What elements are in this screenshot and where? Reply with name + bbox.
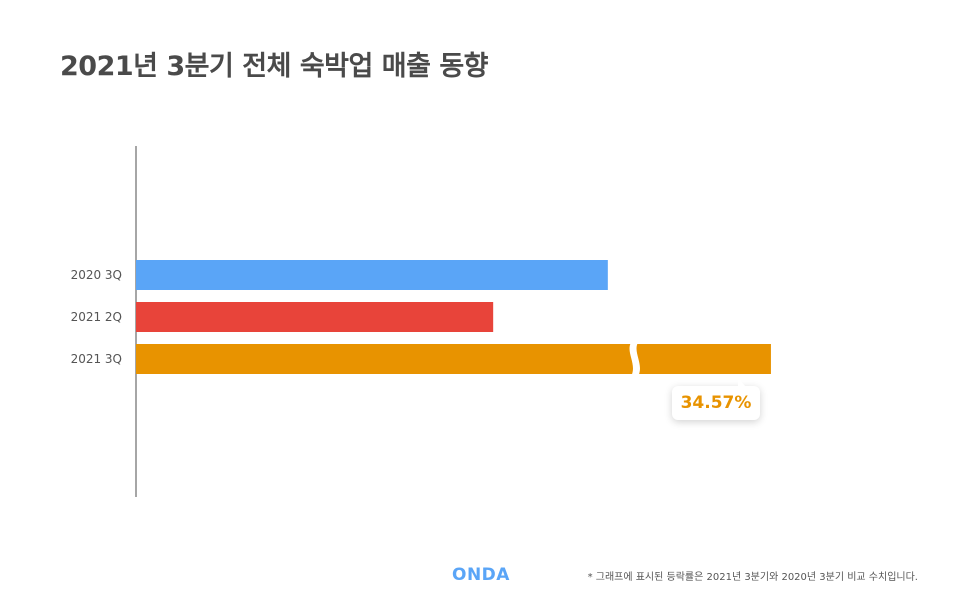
footnote: * 그래프에 표시된 등락률은 2021년 3분기와 2020년 3분기 비교 … [587, 572, 918, 583]
tick-label-2021-3q: 2021 3Q [71, 352, 122, 366]
bar-2020-3q [136, 260, 608, 290]
bar-2021-2q [136, 302, 494, 332]
tick-label-2020-3q: 2020 3Q [71, 268, 122, 282]
chart-title: 2021년 3분기 전체 숙박업 매출 동향 [60, 51, 489, 82]
bar-2021-3q [136, 344, 771, 374]
axis-break-mark [629, 342, 640, 376]
onda-logo: ONDA [452, 565, 510, 585]
growth-callout: 34.57% [672, 378, 760, 420]
tick-label-2021-2q: 2021 2Q [71, 310, 122, 324]
